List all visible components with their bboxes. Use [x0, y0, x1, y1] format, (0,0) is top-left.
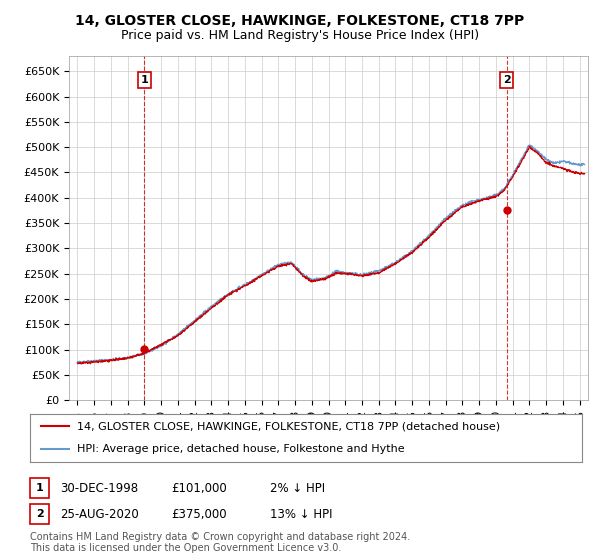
Text: 30-DEC-1998: 30-DEC-1998 — [60, 482, 138, 495]
Text: 14, GLOSTER CLOSE, HAWKINGE, FOLKESTONE, CT18 7PP: 14, GLOSTER CLOSE, HAWKINGE, FOLKESTONE,… — [76, 14, 524, 28]
Text: Contains HM Land Registry data © Crown copyright and database right 2024.
This d: Contains HM Land Registry data © Crown c… — [30, 531, 410, 553]
Text: 1: 1 — [36, 483, 43, 493]
Text: HPI: Average price, detached house, Folkestone and Hythe: HPI: Average price, detached house, Folk… — [77, 444, 404, 454]
Text: 13% ↓ HPI: 13% ↓ HPI — [270, 507, 332, 521]
Text: 2: 2 — [36, 509, 43, 519]
Text: 2: 2 — [503, 75, 511, 85]
Text: Price paid vs. HM Land Registry's House Price Index (HPI): Price paid vs. HM Land Registry's House … — [121, 29, 479, 42]
Text: £101,000: £101,000 — [171, 482, 227, 495]
Text: 2% ↓ HPI: 2% ↓ HPI — [270, 482, 325, 495]
Text: 25-AUG-2020: 25-AUG-2020 — [60, 507, 139, 521]
Text: £375,000: £375,000 — [171, 507, 227, 521]
Text: 14, GLOSTER CLOSE, HAWKINGE, FOLKESTONE, CT18 7PP (detached house): 14, GLOSTER CLOSE, HAWKINGE, FOLKESTONE,… — [77, 421, 500, 431]
Text: 1: 1 — [140, 75, 148, 85]
